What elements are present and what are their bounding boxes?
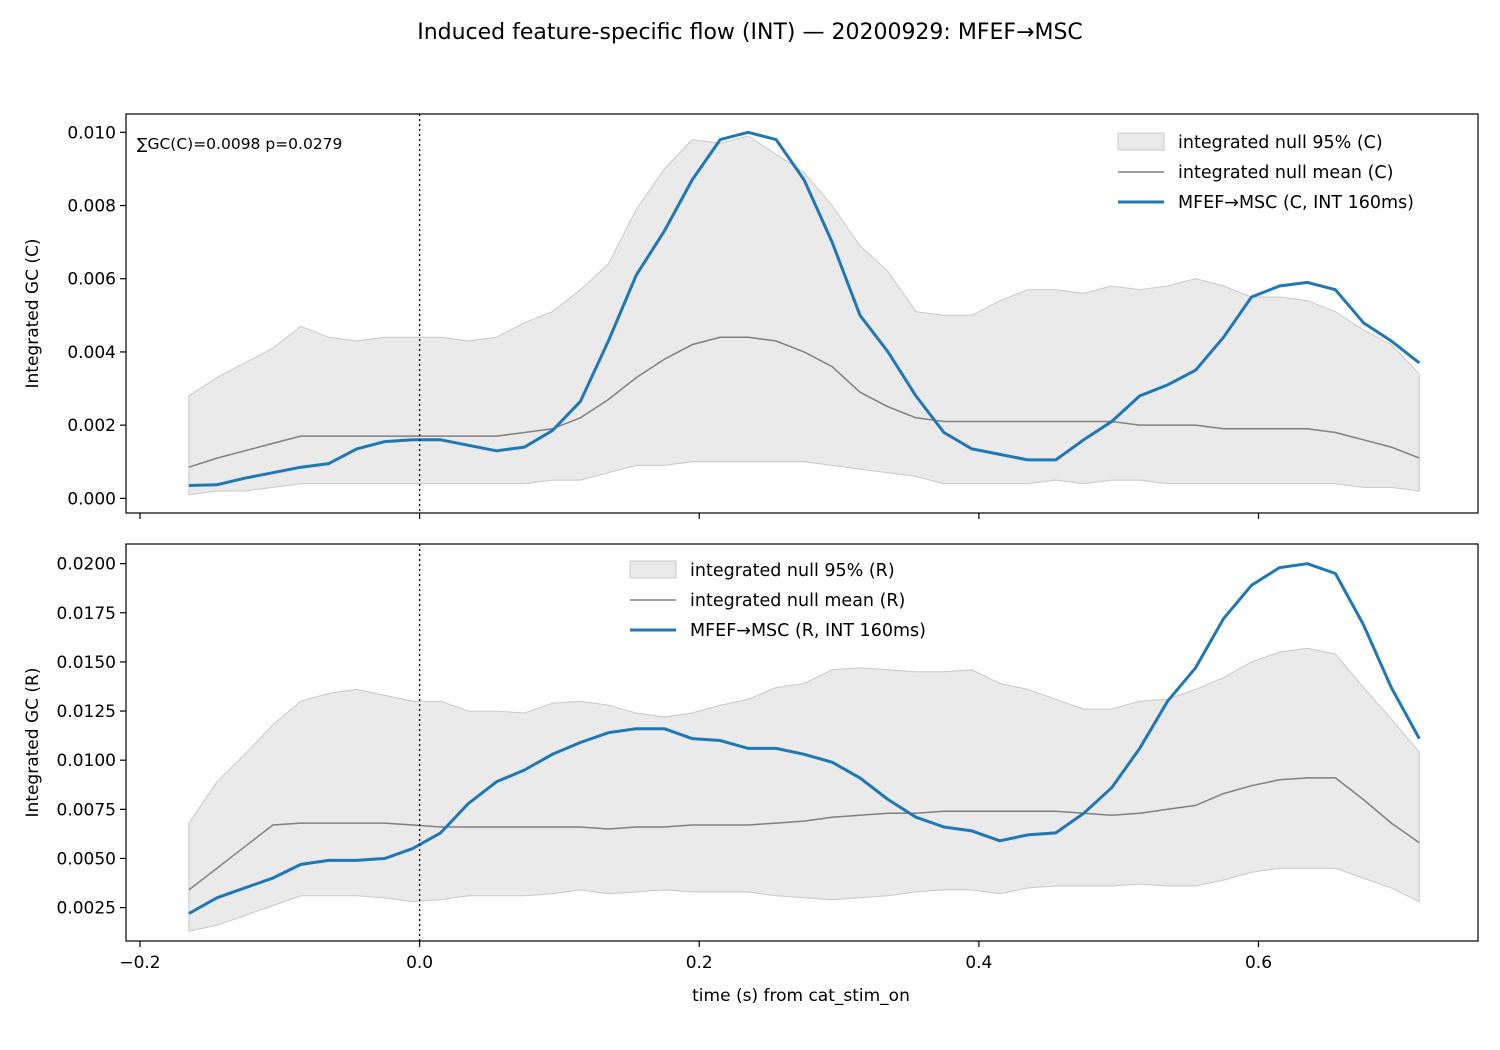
- top-y-axis-label: Integrated GC (C): [23, 238, 43, 388]
- bottom-x-tick-label: −0.2: [119, 953, 160, 973]
- top-panel-plot: 0.000 0.002 0.004 0.006 0.008 0.010 Integrated…: [23, 113, 1479, 519]
- bottom-legend-line-label: MFEF→MSC (R, INT 160ms): [690, 621, 926, 641]
- top-legend-band-label: integrated null 95% (C): [1178, 133, 1383, 153]
- top-y-tick-label: 0.002: [67, 416, 116, 436]
- top-y-tick-label: 0.006: [67, 270, 116, 290]
- bottom-x-tick-label: 0.4: [965, 953, 992, 973]
- bottom-null-mean-line: [188, 777, 1420, 891]
- top-y-tick-label: 0.010: [67, 123, 116, 143]
- bottom-legend-mean-label: integrated null mean (R): [690, 591, 905, 611]
- bottom-y-tick-label: 0.0025: [57, 899, 116, 919]
- top-y-tick-label: 0.008: [67, 197, 116, 217]
- bottom-series-line: [188, 562, 1421, 915]
- top-series-line: [188, 130, 1421, 487]
- top-legend-band-swatch: [1117, 132, 1165, 151]
- bottom-y-tick-label: 0.0200: [57, 555, 116, 575]
- bottom-y-tick-label: 0.0175: [57, 604, 116, 624]
- bottom-legend-band-label: integrated null 95% (R): [690, 561, 895, 581]
- bottom-y-tick-label: 0.0125: [57, 702, 116, 722]
- top-axes-frame: [125, 113, 1479, 514]
- bottom-legend-band-swatch: [629, 560, 677, 579]
- bottom-legend: integrated null 95% (R) integrated null m…: [629, 560, 926, 641]
- top-legend-mean-label: integrated null mean (C): [1178, 163, 1393, 183]
- top-y-tick-label: 0.004: [67, 343, 116, 363]
- top-null-mean-line: [188, 336, 1420, 468]
- figure-title: Induced feature-specific flow (INT) — 20…: [417, 20, 1083, 45]
- top-legend: integrated null 95% (C) integrated null m…: [1117, 132, 1414, 213]
- top-null-band: [188, 135, 1420, 496]
- top-legend-line-label: MFEF→MSC (C, INT 160ms): [1178, 193, 1414, 213]
- bottom-y-tick-label: 0.0150: [57, 653, 116, 673]
- bottom-x-axis-label: time (s) from cat_stim_on: [692, 986, 910, 1006]
- bottom-y-axis-label: Integrated GC (R): [23, 668, 43, 818]
- bottom-y-tick-label: 0.0075: [57, 800, 116, 820]
- top-y-tick-label: 0.000: [67, 489, 116, 509]
- bottom-y-tick-label: 0.0100: [57, 751, 116, 771]
- top-stats-annotation: ∑GC(C)=0.0098 p=0.0279: [137, 135, 342, 153]
- bottom-null-band: [188, 647, 1420, 932]
- bottom-x-tick-label: 0.0: [406, 953, 433, 973]
- bottom-axes-frame: [125, 543, 1479, 942]
- bottom-x-tick-label: 0.2: [686, 953, 713, 973]
- bottom-panel-plot: −0.2 0.0 0.2 0.4 0.6 0.0025 0.0050 0.0075 0.0100…: [23, 543, 1479, 1006]
- bottom-x-tick-label: 0.6: [1245, 953, 1272, 973]
- bottom-y-tick-label: 0.0050: [57, 849, 116, 869]
